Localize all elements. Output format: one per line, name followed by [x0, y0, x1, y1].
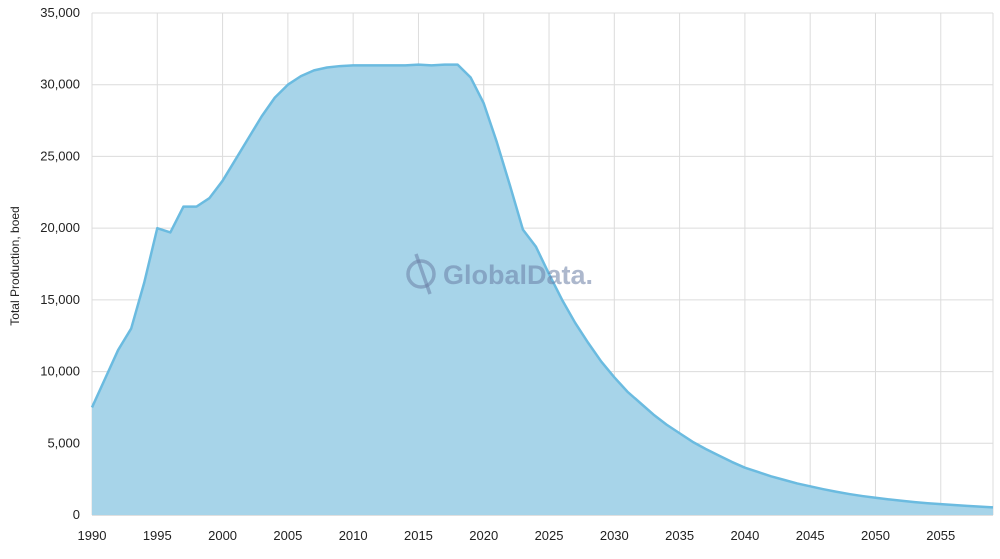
x-tick-label: 2050 — [861, 528, 890, 543]
y-tick-label: 25,000 — [40, 148, 80, 163]
area-fill — [92, 64, 993, 516]
y-axis: 0 5,000 10,000 15,000 20,000 25,000 30,000 35,0… — [40, 5, 80, 522]
x-tick-label: 2015 — [404, 528, 433, 543]
y-tick-label: 10,000 — [40, 364, 80, 379]
x-tick-label: 2000 — [208, 528, 237, 543]
x-tick-label: 1990 — [78, 528, 107, 543]
x-tick-label: 2010 — [339, 528, 368, 543]
x-axis: 1990 1995 2000 2005 2010 2015 2020 2025 2030 2035… — [78, 528, 956, 543]
y-tick-label: 35,000 — [40, 5, 80, 20]
x-tick-label: 2005 — [273, 528, 302, 543]
x-tick-label: 1995 — [143, 528, 172, 543]
x-tick-label: 2030 — [600, 528, 629, 543]
watermark: GlobalData. — [406, 253, 593, 295]
x-tick-label: 2055 — [926, 528, 955, 543]
y-axis-label: Total Production, boed — [8, 206, 22, 325]
x-tick-label: 2040 — [730, 528, 759, 543]
y-tick-label: 20,000 — [40, 220, 80, 235]
globaldata-logo-icon — [406, 253, 436, 295]
x-tick-label: 2025 — [535, 528, 564, 543]
x-tick-label: 2020 — [469, 528, 498, 543]
y-tick-label: 15,000 — [40, 292, 80, 307]
y-tick-label: 30,000 — [40, 77, 80, 92]
x-tick-label: 2035 — [665, 528, 694, 543]
y-tick-label: 0 — [73, 507, 80, 522]
watermark-text: GlobalData. — [443, 260, 593, 290]
y-tick-label: 5,000 — [47, 435, 80, 450]
area-line — [90, 63, 994, 509]
x-tick-label: 2045 — [796, 528, 825, 543]
